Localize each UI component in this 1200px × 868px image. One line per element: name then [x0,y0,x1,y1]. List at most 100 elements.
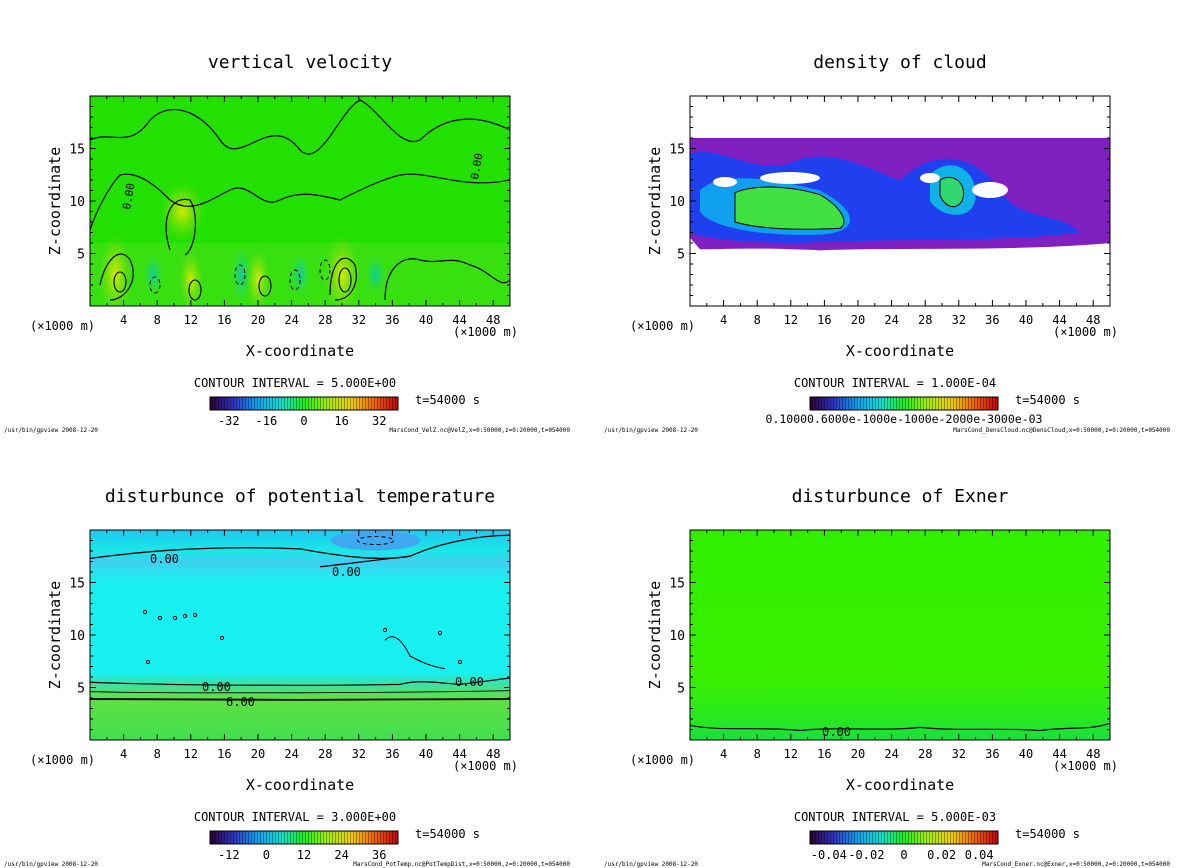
x-tick-label: 16 [817,747,831,761]
y-tick-label: 15 [669,577,685,592]
chart-title: disturbunce of Exner [792,486,1009,507]
colorbar-tick-label: 0 [900,848,907,862]
contour-speck [142,609,148,615]
x-tick-label: 24 [284,313,298,327]
footer-left: /usr/bin/gpview 2008-12-20 [604,427,698,434]
contour-line [99,253,134,301]
contour-label: 0.00 [332,565,361,579]
x-tick-label: 36 [385,747,399,761]
x-tick-label: 20 [251,747,265,761]
footer-right: MarsCond_DensCloud.nc@DensCloud,x=0:5000… [953,427,1170,434]
contour-interval: CONTOUR INTERVAL = 5.000E+00 [194,376,396,390]
x-tick-label: 24 [884,747,898,761]
x-tick-label: 44 [452,747,466,761]
colorbar-frame [209,396,399,411]
y-tick-label: 10 [669,195,685,210]
contour-label: 0.00 [468,152,485,180]
x-tick-label: 48 [1086,313,1100,327]
colorbar-tick-label: 32 [372,414,386,428]
updraft-blob [246,249,270,306]
chart-title: density of cloud [813,52,986,73]
downdraft-blob [143,254,163,295]
contour-line [90,99,510,155]
y-tick-label: 15 [69,143,85,158]
y-tick-label: 5 [677,682,685,697]
contour-speck [382,627,388,633]
x-axis-label: X-coordinate [846,776,954,794]
y-tick-label: 5 [77,248,85,263]
x-tick-label: 40 [419,747,433,761]
time-label: t=54000 s [415,393,480,407]
x-tick-label: 28 [918,747,932,761]
contour-label: 6.00 [226,695,255,709]
colorbar-tick-label: 24 [334,848,348,862]
y-tick-label: 10 [69,629,85,644]
x-unit-left: (×1000 m) [630,753,695,767]
colorbar-tick-label: 12 [297,848,311,862]
contour-label: 0.00 [120,182,137,210]
x-tick-label: 40 [1019,313,1033,327]
y-tick-label: 5 [77,682,85,697]
colorbar-frame [209,830,399,845]
colorbar-tick-label: -0.02 [848,848,884,862]
contour-speck [192,612,198,618]
contour-line [329,257,357,301]
colorbar-tick-label: 36 [372,848,386,862]
x-tick-label: 16 [217,747,231,761]
time-label: t=54000 s [415,827,480,841]
colorbar-tick-label: -0.04 [811,848,847,862]
contour-closed [258,275,272,297]
contour-line [90,698,510,701]
colorbar-tick-label: -12 [218,848,240,862]
x-tick-label: 12 [184,747,198,761]
contour-line [690,722,1110,732]
x-tick-label: 4 [720,313,727,327]
colorbar-stripes [210,831,398,844]
contour-negative [357,536,395,545]
x-tick-label: 4 [120,313,127,327]
y-tick-label: 15 [69,577,85,592]
colorbar-tick-label: 0 [263,848,270,862]
contour-closed [113,271,127,293]
x-tick-label: 36 [985,313,999,327]
field-layer: 0.00 [690,530,1110,740]
x-tick-label: 8 [154,313,161,327]
colorbar-stripes [810,397,998,410]
time-label: t=54000 s [1015,393,1080,407]
footer-left: /usr/bin/gpview 2008-12-20 [4,427,98,434]
x-tick-label: 12 [784,313,798,327]
contour-negative [234,264,246,286]
updraft-blob [160,181,205,242]
field-background [690,530,1110,740]
colorbar-tick-label: 0.10000.6000e-1000e-1000e-2000e-3000e-03 [766,412,1043,426]
chart-title: vertical velocity [208,52,392,73]
contour-label: 0.00 [455,675,484,689]
contour-speck [182,613,188,619]
contour-speck [219,635,225,641]
x-tick-label: 20 [851,747,865,761]
chart-panel-3: disturbunce of potential temperature 0.00… [4,486,570,868]
x-unit-right: (×1000 m) [1053,759,1118,773]
cloud-dense-core [734,186,845,230]
footer-right: MarsCond_PotTemp.nc@PotTempDist,x=0:5000… [353,861,570,868]
y-tick-label: 10 [69,195,85,210]
x-unit-right: (×1000 m) [453,325,518,339]
x-tick-label: 36 [985,747,999,761]
x-tick-label: 20 [251,313,265,327]
contour-label: 0.00 [202,680,231,694]
y-axis-label: Z-coordinate [646,147,664,255]
x-unit-right: (×1000 m) [1053,325,1118,339]
cloud-gap [760,172,820,184]
x-tick-label: 28 [918,313,932,327]
x-tick-label: 44 [1052,747,1066,761]
contour-line [384,636,446,670]
x-tick-label: 20 [851,313,865,327]
updraft-blob [99,234,132,306]
x-unit-right: (×1000 m) [453,759,518,773]
x-tick-label: 16 [817,313,831,327]
y-axis-label: Z-coordinate [46,581,64,689]
x-tick-label: 40 [1019,747,1033,761]
y-axis-label: Z-coordinate [646,581,664,689]
